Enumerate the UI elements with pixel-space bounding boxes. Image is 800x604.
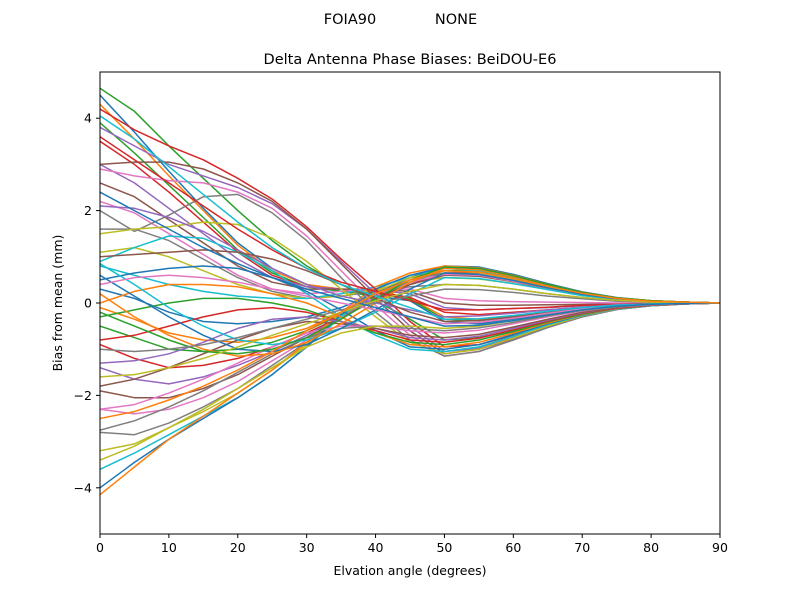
y-axis-label: Bias from mean (mm) xyxy=(50,235,65,372)
series-line-s52 xyxy=(100,269,720,420)
y-tick-label: −2 xyxy=(74,388,92,403)
series-line-s49 xyxy=(100,283,720,378)
x-tick-label: 30 xyxy=(299,540,315,555)
x-tick-label: 40 xyxy=(368,540,384,555)
series-layer xyxy=(100,87,720,496)
x-tick-label: 90 xyxy=(712,540,728,555)
x-tick-label: 80 xyxy=(643,540,659,555)
x-tick-label: 0 xyxy=(96,540,104,555)
series-line-s50 xyxy=(100,115,720,320)
y-tick-label: 2 xyxy=(84,203,92,218)
series-line-s48 xyxy=(100,288,720,353)
y-tick-label: 4 xyxy=(84,111,92,126)
series-line-s51 xyxy=(100,191,720,327)
x-tick-label: 10 xyxy=(161,540,177,555)
x-tick-label: 50 xyxy=(436,540,452,555)
series-line-s36 xyxy=(100,302,720,387)
suptitle-left: FOIA90 xyxy=(324,12,376,28)
x-tick-label: 70 xyxy=(574,540,590,555)
chart-title: Delta Antenna Phase Biases: BeiDOU-E6 xyxy=(264,52,557,68)
y-tick-label: 0 xyxy=(84,296,92,311)
x-axis: 0 10 20 30 40 50 60 70 80 90 xyxy=(96,534,728,555)
x-axis-label: Elvation angle (degrees) xyxy=(333,563,486,578)
x-tick-label: 60 xyxy=(505,540,521,555)
y-axis: −4 −2 0 2 4 xyxy=(74,111,100,495)
y-tick-label: −4 xyxy=(74,480,92,495)
x-tick-label: 20 xyxy=(230,540,246,555)
suptitle-right: NONE xyxy=(435,12,477,28)
